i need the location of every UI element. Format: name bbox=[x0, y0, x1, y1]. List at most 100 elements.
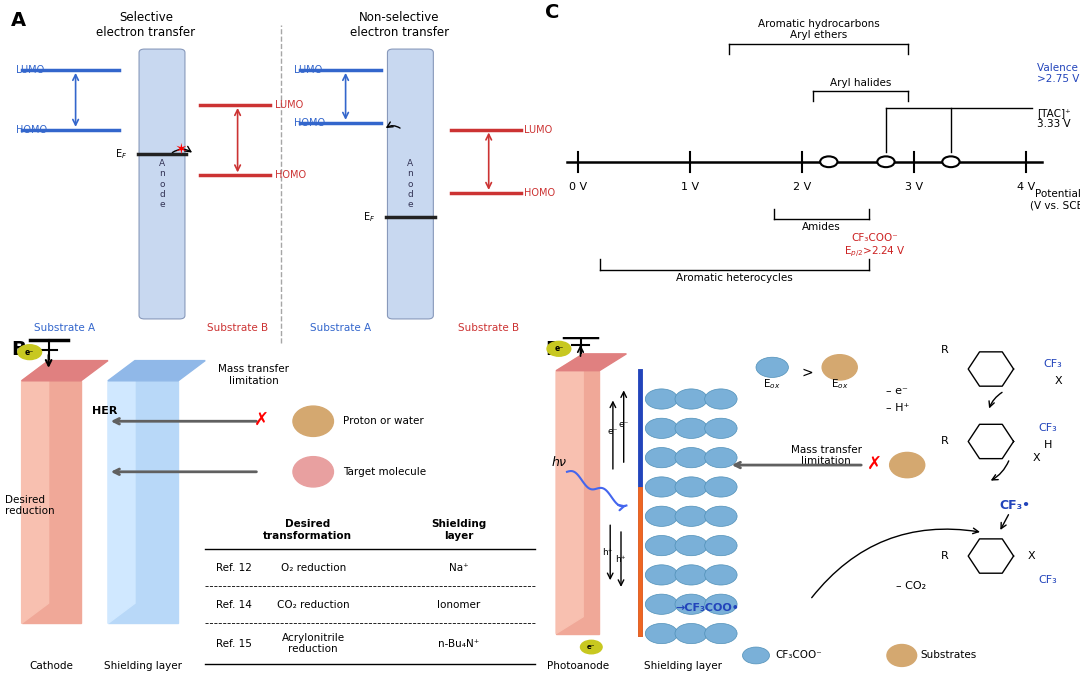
Text: Selective
electron transfer: Selective electron transfer bbox=[96, 11, 195, 38]
Text: HOMO: HOMO bbox=[294, 118, 325, 127]
Text: $h\nu$: $h\nu$ bbox=[551, 455, 567, 468]
Text: CF₃•: CF₃• bbox=[1000, 499, 1030, 512]
Text: D: D bbox=[545, 340, 562, 359]
Circle shape bbox=[546, 341, 570, 356]
Text: C: C bbox=[545, 3, 559, 22]
Text: ✶: ✶ bbox=[175, 142, 187, 156]
Text: Aromatic heterocycles: Aromatic heterocycles bbox=[676, 273, 793, 283]
Polygon shape bbox=[22, 361, 108, 381]
Text: E$_F$: E$_F$ bbox=[114, 148, 127, 161]
Text: CF₃: CF₃ bbox=[1038, 575, 1057, 584]
Text: Substrate A: Substrate A bbox=[310, 323, 370, 333]
Text: Valence band of WO₃
>2.75 V: Valence band of WO₃ >2.75 V bbox=[1037, 63, 1080, 84]
Polygon shape bbox=[108, 361, 205, 381]
Circle shape bbox=[704, 477, 737, 497]
Text: O₂ reduction: O₂ reduction bbox=[281, 563, 346, 573]
Text: R: R bbox=[941, 551, 949, 561]
Text: [TAC]⁺
3.33 V: [TAC]⁺ 3.33 V bbox=[1037, 108, 1070, 129]
Text: HER: HER bbox=[92, 406, 117, 416]
Text: n-Bu₄N⁺: n-Bu₄N⁺ bbox=[438, 639, 480, 648]
Text: h⁺: h⁺ bbox=[615, 555, 625, 564]
Text: Substrates: Substrates bbox=[920, 650, 977, 661]
Circle shape bbox=[646, 477, 678, 497]
Text: Ionomer: Ionomer bbox=[437, 600, 481, 610]
Text: CF₃: CF₃ bbox=[1043, 359, 1063, 369]
Ellipse shape bbox=[890, 452, 924, 478]
Text: Acrylonitrile
reduction: Acrylonitrile reduction bbox=[282, 633, 345, 654]
Text: HOMO: HOMO bbox=[275, 171, 307, 180]
Polygon shape bbox=[556, 354, 626, 371]
Circle shape bbox=[675, 623, 707, 644]
Circle shape bbox=[646, 389, 678, 409]
Text: E$_{ox}$: E$_{ox}$ bbox=[764, 377, 781, 391]
Text: Photoanode: Photoanode bbox=[546, 661, 609, 671]
Text: ✗: ✗ bbox=[254, 410, 270, 429]
Text: X: X bbox=[1027, 551, 1036, 561]
Circle shape bbox=[646, 448, 678, 468]
Ellipse shape bbox=[887, 644, 917, 667]
Circle shape bbox=[820, 156, 837, 167]
Text: LUMO: LUMO bbox=[275, 100, 303, 110]
Text: CF₃COO⁻: CF₃COO⁻ bbox=[775, 650, 822, 661]
Text: e⁻: e⁻ bbox=[25, 348, 35, 357]
Polygon shape bbox=[108, 381, 178, 623]
Text: Substrate B: Substrate B bbox=[207, 323, 268, 333]
FancyBboxPatch shape bbox=[139, 49, 185, 319]
Polygon shape bbox=[556, 354, 583, 634]
Ellipse shape bbox=[822, 355, 858, 380]
Text: Ref. 15: Ref. 15 bbox=[216, 639, 252, 648]
Text: Ref. 14: Ref. 14 bbox=[216, 600, 252, 610]
Circle shape bbox=[743, 647, 769, 664]
Text: HOMO: HOMO bbox=[16, 125, 48, 135]
Text: Shielding layer: Shielding layer bbox=[644, 661, 723, 671]
Text: 2 V: 2 V bbox=[793, 182, 811, 192]
Text: ✗: ✗ bbox=[867, 454, 882, 472]
Circle shape bbox=[704, 389, 737, 409]
Polygon shape bbox=[22, 381, 81, 623]
Polygon shape bbox=[556, 371, 599, 634]
Text: h⁺: h⁺ bbox=[603, 548, 612, 557]
Text: X: X bbox=[1054, 376, 1063, 386]
Circle shape bbox=[675, 535, 707, 555]
Text: CF₃: CF₃ bbox=[1038, 423, 1057, 433]
Text: A
n
o
d
e: A n o d e bbox=[407, 158, 414, 210]
Text: e⁻: e⁻ bbox=[619, 420, 629, 429]
Circle shape bbox=[646, 623, 678, 644]
Circle shape bbox=[646, 418, 678, 439]
Text: E$_F$: E$_F$ bbox=[363, 210, 376, 224]
Text: – e⁻: – e⁻ bbox=[886, 386, 907, 396]
Text: Na⁺: Na⁺ bbox=[449, 563, 469, 573]
Circle shape bbox=[704, 535, 737, 555]
Circle shape bbox=[704, 565, 737, 585]
Text: 0 V: 0 V bbox=[569, 182, 586, 192]
Text: Substrate B: Substrate B bbox=[458, 323, 519, 333]
Text: A
n
o
d
e: A n o d e bbox=[159, 158, 165, 210]
Text: HOMO: HOMO bbox=[524, 188, 555, 197]
Circle shape bbox=[646, 565, 678, 585]
Circle shape bbox=[675, 565, 707, 585]
Text: Mass transfer
limitation: Mass transfer limitation bbox=[218, 364, 289, 386]
Text: Desired
reduction: Desired reduction bbox=[5, 495, 55, 516]
Circle shape bbox=[675, 389, 707, 409]
Text: E$_{ox}$: E$_{ox}$ bbox=[831, 377, 849, 391]
Circle shape bbox=[581, 640, 602, 654]
Circle shape bbox=[646, 594, 678, 615]
Text: e⁻: e⁻ bbox=[608, 427, 618, 436]
Ellipse shape bbox=[293, 457, 334, 487]
FancyBboxPatch shape bbox=[388, 49, 433, 319]
Circle shape bbox=[704, 448, 737, 468]
Text: >: > bbox=[801, 365, 813, 379]
Text: – H⁺: – H⁺ bbox=[886, 403, 909, 412]
Text: Shielding
layer: Shielding layer bbox=[431, 519, 487, 541]
Text: Aromatic hydrocarbons
Aryl ethers: Aromatic hydrocarbons Aryl ethers bbox=[758, 19, 879, 40]
Text: LUMO: LUMO bbox=[524, 125, 552, 135]
Text: CF₃COO⁻
E$_{p/2}$>2.24 V: CF₃COO⁻ E$_{p/2}$>2.24 V bbox=[843, 233, 906, 259]
Circle shape bbox=[877, 156, 894, 167]
Circle shape bbox=[756, 357, 788, 377]
Circle shape bbox=[17, 344, 41, 360]
Text: LUMO: LUMO bbox=[16, 65, 44, 75]
Text: →CF₃COO•: →CF₃COO• bbox=[675, 603, 739, 613]
Text: Amides: Amides bbox=[802, 222, 841, 233]
Text: Cathode: Cathode bbox=[29, 661, 73, 671]
Text: – CO₂: – CO₂ bbox=[896, 582, 927, 591]
